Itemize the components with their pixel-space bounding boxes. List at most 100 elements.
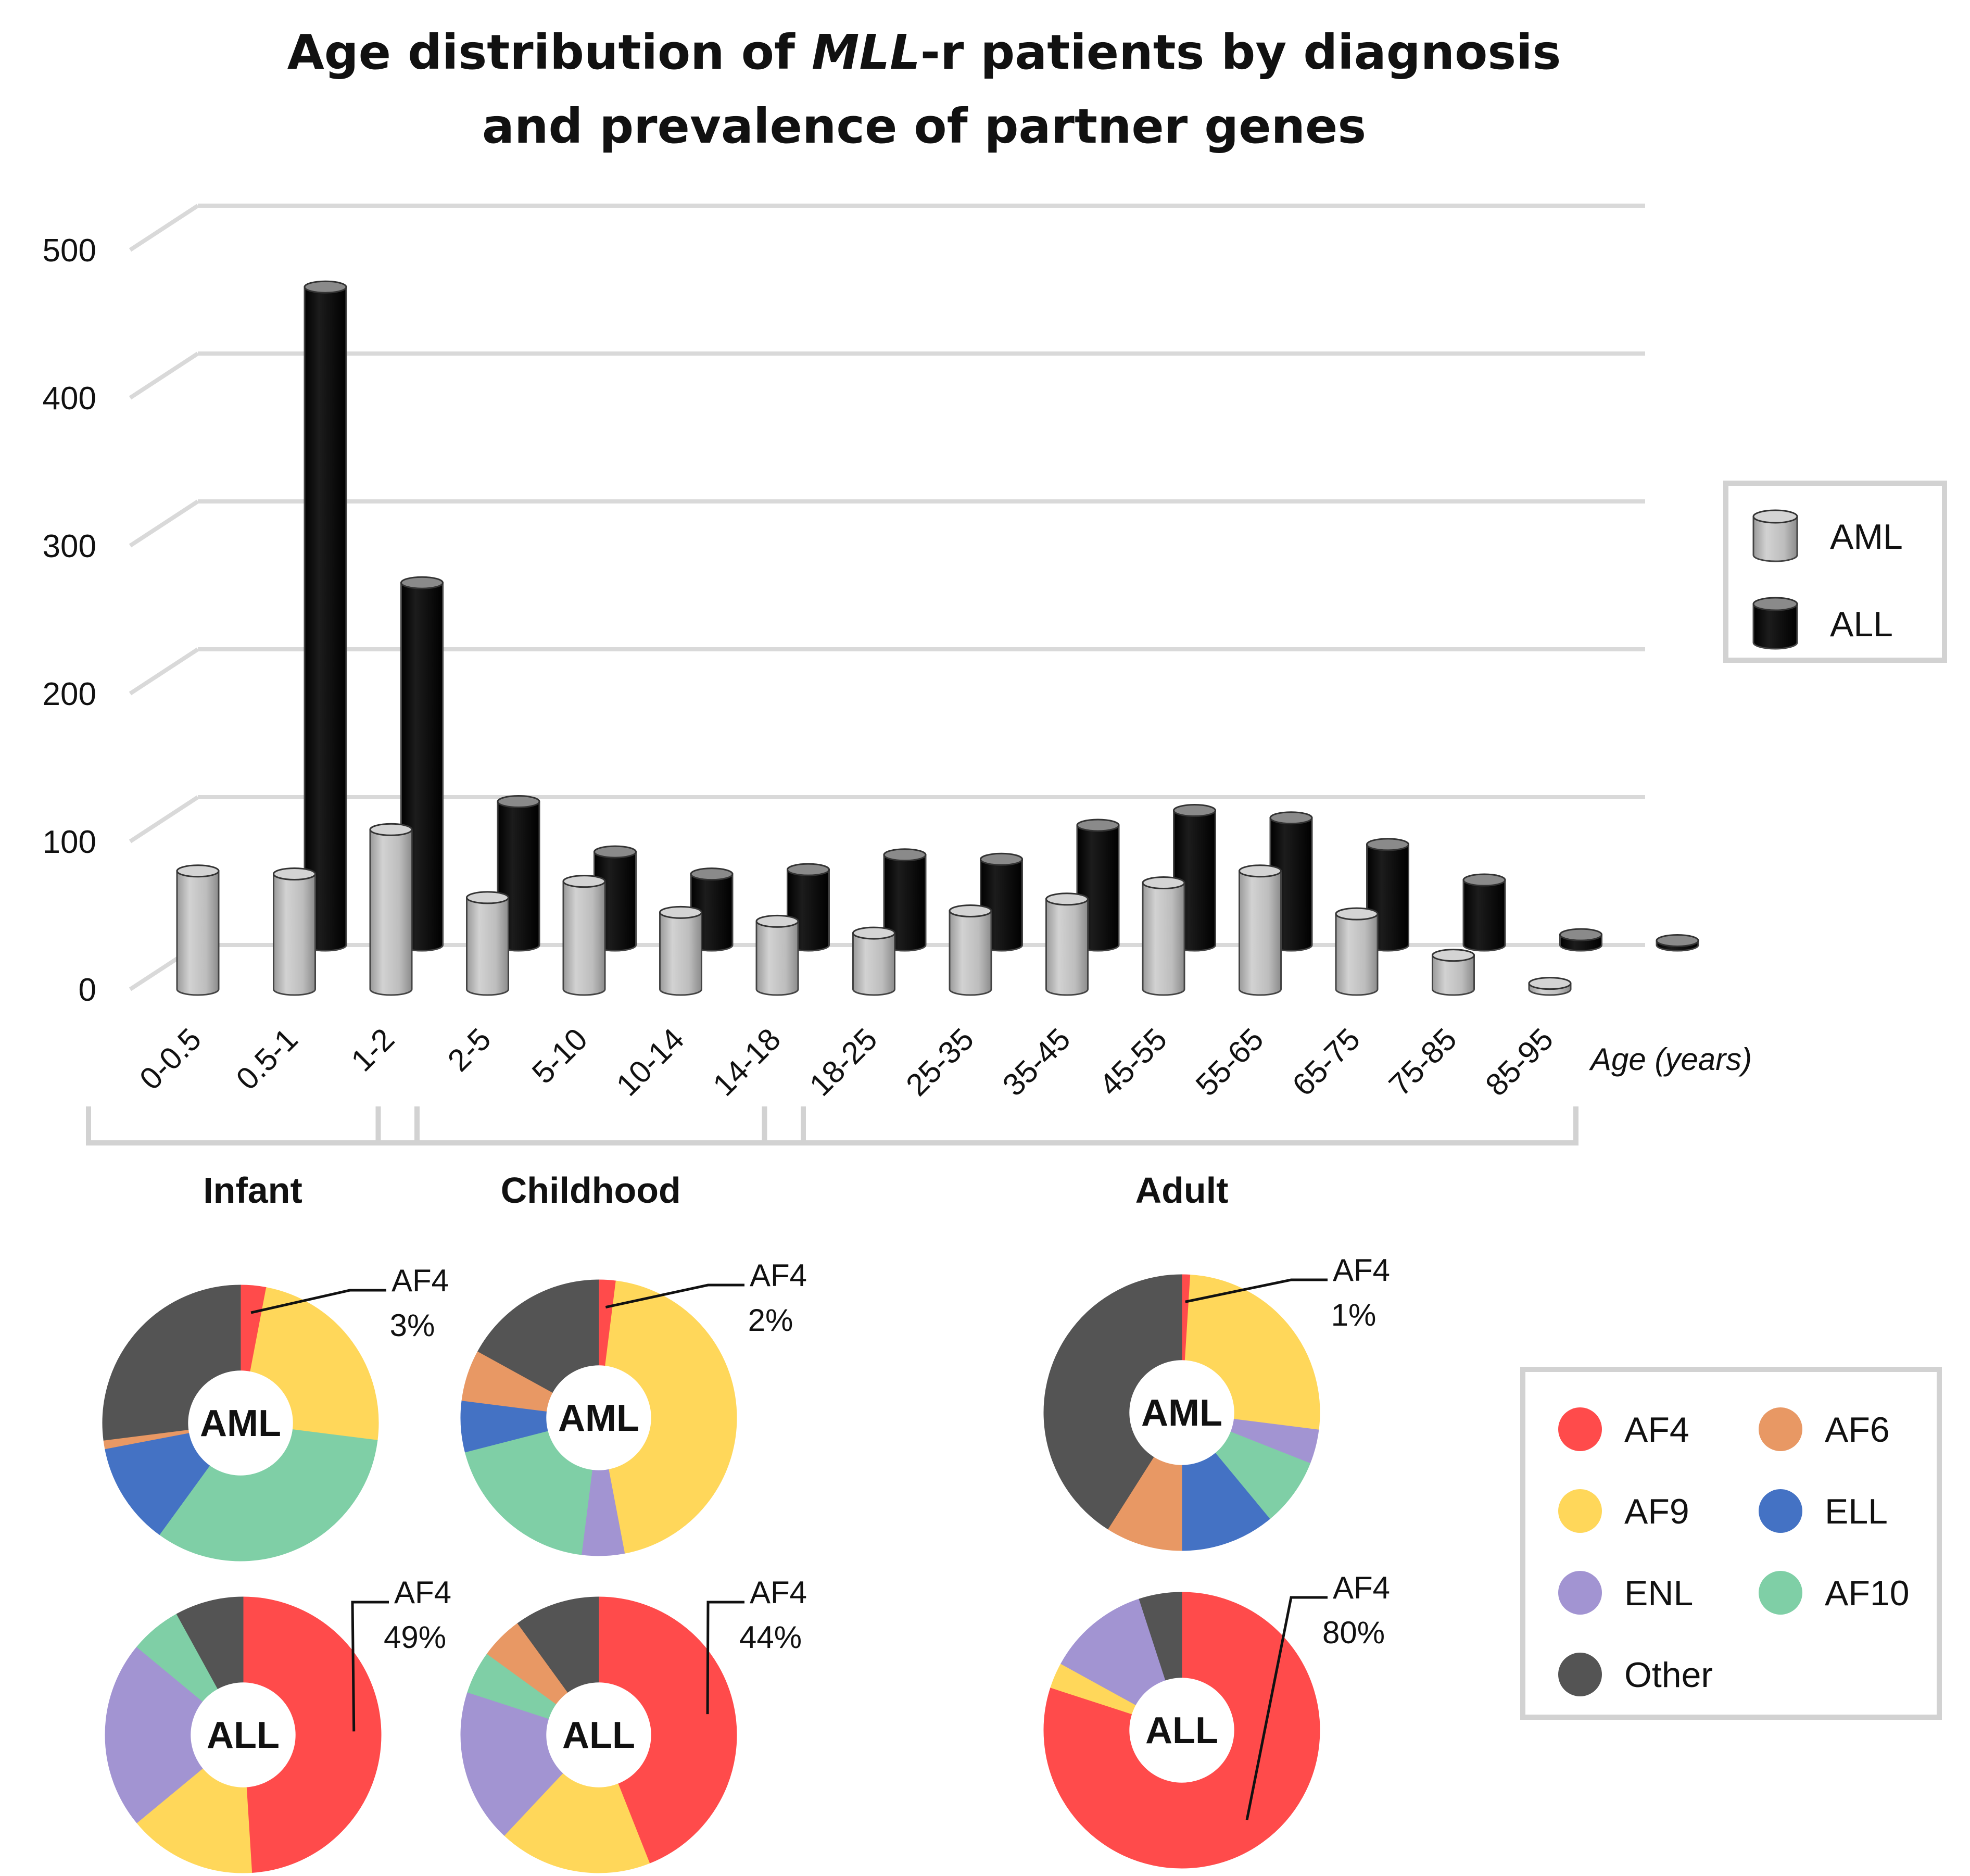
legend-label: AF9 xyxy=(1624,1492,1689,1531)
slice-af10 xyxy=(159,1422,378,1562)
legend-label: ALL xyxy=(1830,605,1893,644)
legend-item-af4: AF4 xyxy=(1558,1407,1689,1451)
x-tick-label: 45-55 xyxy=(1092,1022,1173,1103)
chart-title: Age distribution of MLL-r patients by di… xyxy=(0,16,1848,163)
gridline-depth xyxy=(129,647,199,696)
callout-label: AF4 xyxy=(1333,1570,1390,1605)
gridline-depth xyxy=(129,351,199,400)
callout-label: AF4 xyxy=(394,1575,451,1610)
callout-label: AF4 xyxy=(392,1263,449,1298)
y-tick-label: 0 xyxy=(79,972,96,1008)
donut-hole xyxy=(188,1370,293,1476)
callout-value: 3% xyxy=(390,1308,435,1343)
donut-center-label: AML xyxy=(558,1397,639,1439)
y-tick-label: 300 xyxy=(43,528,96,564)
gridline-depth xyxy=(129,204,199,252)
x-tick-label: 65-75 xyxy=(1285,1022,1367,1103)
bar-aml xyxy=(755,914,799,996)
donut-all-infant: ALL AF4 49% xyxy=(105,1575,451,1873)
callout-leader xyxy=(1245,1596,1328,1820)
callout-value: 49% xyxy=(384,1620,446,1655)
bar-aml xyxy=(1335,907,1379,996)
x-tick-label: 0-0.5 xyxy=(133,1022,208,1097)
donut-center-label: ALL xyxy=(1145,1710,1218,1752)
callout-leader xyxy=(250,1289,386,1314)
title-line-2: and prevalence of partner genes xyxy=(482,98,1367,154)
legend-label: Other xyxy=(1624,1655,1713,1695)
bar-aml xyxy=(659,905,702,996)
donut-center-label: ALL xyxy=(562,1715,635,1756)
legend-swatch xyxy=(1558,1653,1602,1696)
callout-value: 44% xyxy=(739,1620,802,1655)
group-label: Adult xyxy=(1135,1170,1229,1211)
callout-label: AF4 xyxy=(750,1258,807,1293)
donut-aml-adult: AML AF4 1% xyxy=(1043,1253,1390,1551)
legend-swatch xyxy=(1759,1571,1802,1615)
bar-aml xyxy=(562,875,606,996)
donut-aml-childhood: AML AF4 2% xyxy=(460,1258,807,1556)
slice-af4 xyxy=(598,1596,737,1864)
slice-af9 xyxy=(503,1734,650,1873)
x-tick-label: 35-45 xyxy=(996,1022,1077,1103)
donut-hole xyxy=(546,1365,651,1470)
bar-all xyxy=(1462,873,1506,952)
x-tick-label: 1-2 xyxy=(344,1022,401,1078)
legend-item-ell: ELL xyxy=(1759,1489,1888,1533)
y-tick-label: 400 xyxy=(43,381,96,417)
age-group-infant: Infant xyxy=(86,1106,420,1211)
y-tick-label: 200 xyxy=(43,676,96,712)
title-part-2: -r patients by diagnosis xyxy=(920,24,1561,80)
bar-aml xyxy=(1528,977,1572,996)
x-tick-label: 18-25 xyxy=(803,1022,884,1103)
legend-swatch xyxy=(1752,515,1798,562)
x-tick-label: 25-35 xyxy=(899,1022,980,1103)
bar-all xyxy=(1656,934,1699,952)
legend-item-af6: AF6 xyxy=(1759,1407,1890,1451)
callout-leader xyxy=(351,1601,389,1732)
donut-center-label: AML xyxy=(200,1403,281,1444)
slice-af9 xyxy=(598,1280,737,1554)
donut-hole xyxy=(546,1682,651,1787)
slice-af4 xyxy=(243,1596,382,1873)
bar-aml xyxy=(273,867,316,996)
title-gene: MLL xyxy=(811,24,920,80)
legend-item-enl: ENL xyxy=(1558,1571,1693,1615)
bar-all xyxy=(1559,928,1602,952)
slice-enl xyxy=(105,1646,244,1823)
x-tick-label: 55-65 xyxy=(1189,1022,1270,1103)
title-part-1: Age distribution of xyxy=(287,24,812,80)
bar-aml xyxy=(466,891,509,996)
gridline-depth xyxy=(129,499,199,548)
legend-label: AF6 xyxy=(1825,1410,1890,1450)
legend-item-af9: AF9 xyxy=(1558,1489,1689,1533)
y-tick-label: 500 xyxy=(43,233,96,269)
callout-value: 80% xyxy=(1322,1615,1385,1650)
callout-leader xyxy=(1185,1278,1328,1303)
donut-aml-infant: AML AF4 3% xyxy=(102,1263,449,1562)
callout-label: AF4 xyxy=(1333,1253,1390,1288)
callout-value: 2% xyxy=(748,1303,793,1338)
legend-label: AF4 xyxy=(1624,1410,1689,1450)
legend-swatch xyxy=(1558,1407,1602,1451)
bar-aml xyxy=(369,823,413,996)
x-tick-label: 75-85 xyxy=(1382,1022,1463,1103)
bar-aml xyxy=(1045,892,1089,996)
donut-hole xyxy=(1129,1678,1234,1783)
donut-hole xyxy=(191,1682,296,1787)
donut-center-label: ALL xyxy=(207,1715,280,1756)
group-label: Childhood xyxy=(501,1170,681,1211)
x-tick-label: 14-18 xyxy=(706,1022,787,1103)
y-tick-label: 100 xyxy=(43,824,96,860)
gridline-depth xyxy=(129,795,199,843)
donut-center-label: AML xyxy=(1141,1392,1222,1434)
legend-item-other: Other xyxy=(1558,1653,1713,1696)
bar-aml xyxy=(176,864,220,996)
x-tick-label: 85-95 xyxy=(1479,1022,1560,1103)
donut-all-adult: ALL AF4 80% xyxy=(1043,1570,1390,1869)
legend-swatch xyxy=(1752,603,1798,650)
legend-swatch xyxy=(1558,1571,1602,1615)
bar-aml xyxy=(852,926,895,996)
x-tick-label: 10-14 xyxy=(610,1022,691,1103)
legend-label: AF10 xyxy=(1825,1573,1910,1613)
